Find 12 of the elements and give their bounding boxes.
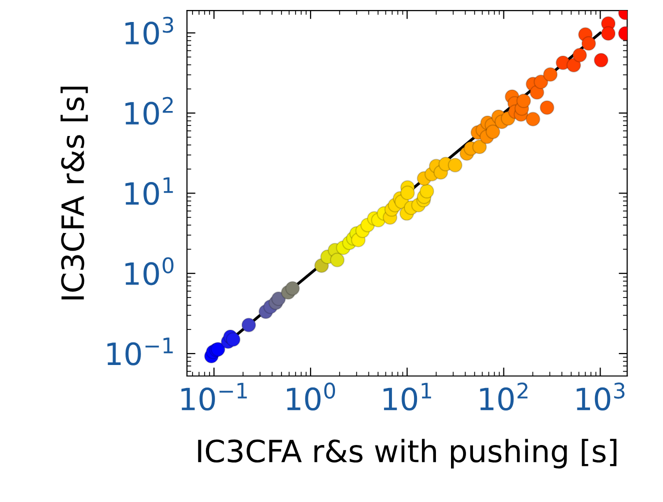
x-tick-label: 10$^{−1}$ — [181, 382, 247, 411]
y-tick-label: 10$^{2}$ — [125, 96, 173, 125]
y-tick-label: 10$^{3}$ — [125, 16, 174, 45]
x-axis-title: IC3CFA r&s with pushing [s] — [198, 438, 616, 468]
x-tick-label: 10$^{3}$ — [576, 382, 624, 411]
y-axis-title: IC3CFA r&s [s] — [60, 86, 88, 300]
x-tick-label: 10$^{1}$ — [384, 382, 432, 411]
x-tick-label: 10$^{2}$ — [480, 382, 528, 411]
y-tick-label: 10$^{0}$ — [125, 257, 174, 286]
x-tick-label: 10$^{0}$ — [287, 382, 336, 411]
y-tick-label: 10$^{1}$ — [125, 177, 173, 206]
y-tick-label: 10$^{−1}$ — [107, 338, 173, 366]
